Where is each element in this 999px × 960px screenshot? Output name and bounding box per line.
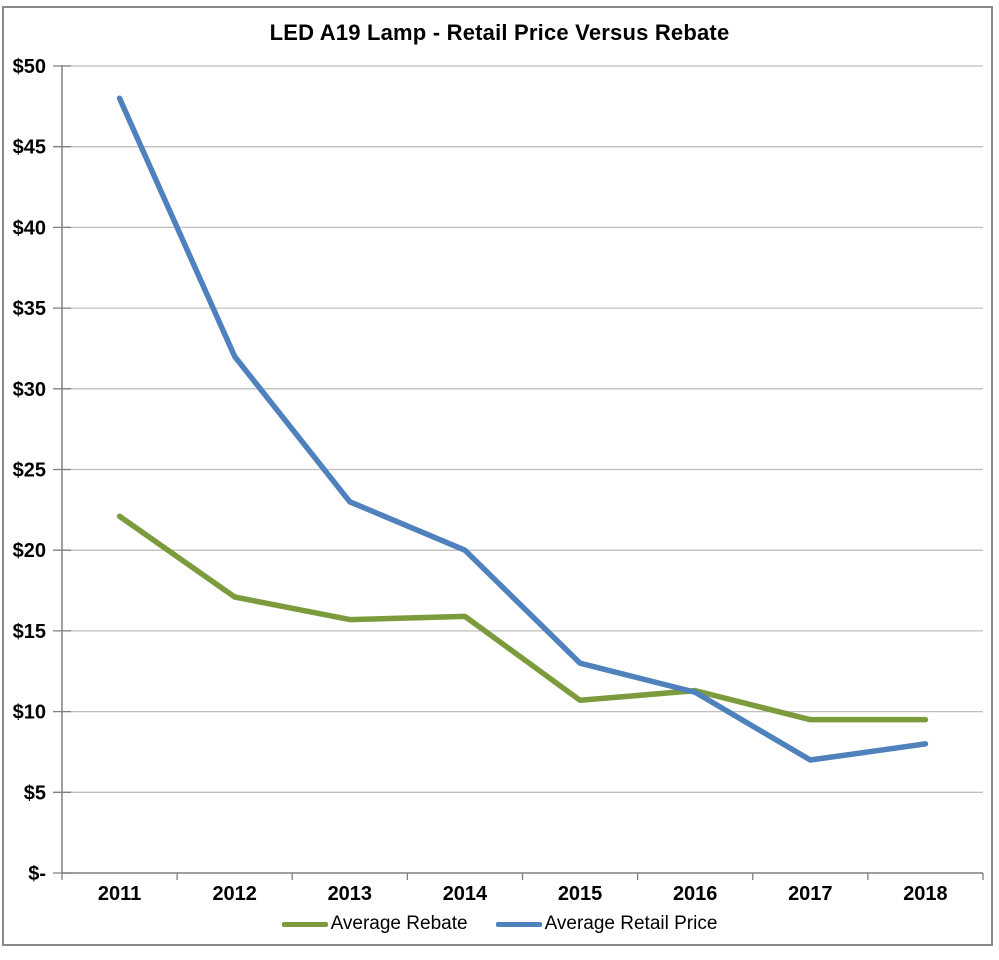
legend-item-average-retail-price: Average Retail Price xyxy=(495,913,718,935)
x-tick-label: 2018 xyxy=(903,883,948,905)
legend-label-rebate: Average Rebate xyxy=(330,913,468,934)
legend-item-average-rebate: Average Rebate xyxy=(281,913,468,935)
y-tick-label: $40 xyxy=(13,217,46,239)
series-line-0 xyxy=(116,513,929,723)
y-tick-label: $45 xyxy=(13,137,46,159)
x-tick-label: 2013 xyxy=(328,883,373,905)
chart-border xyxy=(2,6,993,946)
y-tick-label: $50 xyxy=(13,56,46,78)
legend-label-retail-price: Average Retail Price xyxy=(544,913,718,934)
y-tick-label: $15 xyxy=(13,621,46,643)
x-tick-label: 2016 xyxy=(673,883,718,905)
y-tick-label: $- xyxy=(28,863,46,885)
y-tick-label: $5 xyxy=(24,782,46,804)
y-tick-label: $25 xyxy=(13,460,46,482)
x-tick-label: 2014 xyxy=(443,883,488,905)
legend-line-swatch-rebate xyxy=(281,921,328,927)
y-tick-label: $10 xyxy=(13,702,46,724)
x-tick-label: 2011 xyxy=(98,883,141,905)
x-tick-label: 2012 xyxy=(212,883,257,905)
y-tick-label: $30 xyxy=(13,379,46,401)
y-tick-label: $20 xyxy=(13,540,46,562)
legend-line-swatch-retail-price xyxy=(495,921,542,927)
series-line-1 xyxy=(116,95,929,763)
legend: Average Rebate Average Retail Price xyxy=(0,913,999,935)
chart-title: LED A19 Lamp - Retail Price Versus Rebat… xyxy=(269,20,730,45)
x-tick-label: 2015 xyxy=(558,883,603,905)
x-tick-label: 2017 xyxy=(788,883,833,905)
y-tick-label: $35 xyxy=(13,298,46,320)
